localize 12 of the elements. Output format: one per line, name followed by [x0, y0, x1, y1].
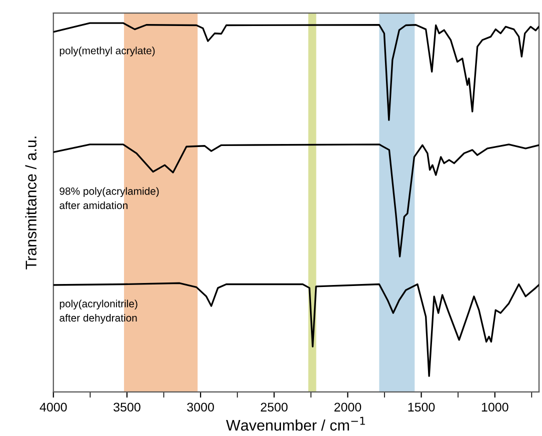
x-tick-label: 3000: [187, 402, 214, 412]
x-axis-title: Wavenumber / cm$^{−1}$: [226, 416, 365, 431]
y-axis-title: Transmittance / a.u.: [25, 136, 36, 270]
series-label: poly(methyl acrylate): [60, 46, 155, 56]
series-label: 98% poly(acrylamide) after amidation: [60, 187, 159, 210]
x-tick-label: 1500: [408, 402, 435, 412]
x-tick-label: 1000: [482, 402, 508, 412]
x-tick-label: 2500: [260, 402, 288, 412]
series-label: poly(acrylonitrile) after dehydration: [60, 300, 138, 324]
x-tick-label: 2000: [334, 402, 362, 412]
x-tick-label: 4000: [40, 402, 67, 412]
x-tick-label: 3500: [114, 402, 140, 412]
